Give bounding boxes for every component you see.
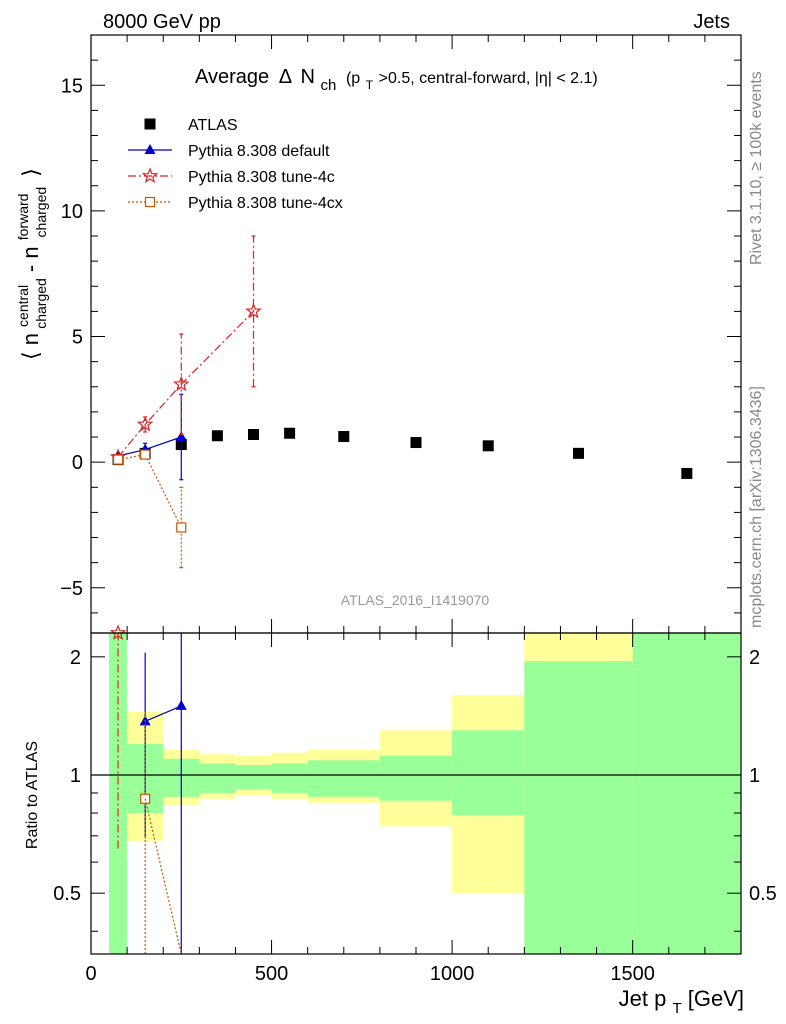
ratio-band-inner-5 xyxy=(271,763,308,793)
header-left: 8000 GeV pp xyxy=(103,11,221,33)
ylabel-forward: forward xyxy=(15,194,31,241)
legend-label-3: Pythia 8.308 tune-4cx xyxy=(188,195,343,212)
ratio-band-inner-10 xyxy=(632,633,741,954)
main-ytick-label-1: 0 xyxy=(72,452,83,474)
legend: ATLAS Pythia 8.308 default Pythia 8.308 tu… xyxy=(128,117,343,212)
mcplots-label: mcplots.cern.ch [arXiv:1306.3436] xyxy=(748,386,765,628)
x-tick-label-2: 1000 xyxy=(430,963,475,985)
x-tick-label-0: 0 xyxy=(85,963,96,985)
ylabel-charged1: charged xyxy=(33,278,49,329)
title-n: N xyxy=(301,66,315,88)
ratio-ytick-label-right-1: 1 xyxy=(749,765,760,787)
x-tick-label-1: 500 xyxy=(255,963,288,985)
series-1-point-2 xyxy=(175,431,187,442)
series-3-point-2 xyxy=(176,522,187,533)
legend-marker-3 xyxy=(144,196,156,208)
ratio-band-inner-6 xyxy=(307,760,380,797)
title-lead: Average xyxy=(195,66,269,88)
ylabel-dash: - n xyxy=(18,246,43,272)
ylabel-close: ⟩ xyxy=(18,168,43,177)
title-rest: >0.5, central-forward, |η| < 2.1) xyxy=(379,70,598,87)
legend-marker-1 xyxy=(144,144,156,154)
xlabel-t: T xyxy=(672,1000,681,1017)
rivet-label: Rivet 3.1.10, ≥ 100k events xyxy=(748,71,765,265)
xlabel-a: Jet p xyxy=(619,986,667,1011)
legend-marker-2 xyxy=(141,167,159,184)
ratio-ytick-label-left-2: 2 xyxy=(70,647,81,669)
series-0-point-5 xyxy=(284,427,296,439)
series-0-point-3 xyxy=(211,430,223,442)
main-ylabel: ⟨ n central charged - n forward charged … xyxy=(8,168,51,360)
series-0-point-9 xyxy=(573,447,584,459)
axes: −5 0 5 10 15 0 500 1000 1500 0.5 0.5 1 1 2 2 xyxy=(53,34,777,985)
series-0-point-8 xyxy=(482,440,494,452)
watermark: ATLAS_2016_I1419070 xyxy=(341,592,490,608)
chart-title: Average Δ N ch (p T >0.5, central-forwar… xyxy=(195,66,598,95)
series-2-point-3 xyxy=(245,302,262,319)
ratio-ytick-label-left-0: 0.5 xyxy=(53,883,81,905)
ratio-0-point-1 xyxy=(175,699,187,710)
series-2-point-2 xyxy=(173,375,190,392)
ratio-band-inner-9 xyxy=(524,661,633,954)
title-ch: ch xyxy=(321,77,337,94)
ratio-ytick-label-right-0: 0.5 xyxy=(749,883,777,905)
ylabel-central: central xyxy=(15,285,31,327)
series-3-point-1 xyxy=(140,449,151,460)
header-right: Jets xyxy=(693,11,730,33)
legend-label-1: Pythia 8.308 default xyxy=(188,143,330,160)
ratio-band-inner-3 xyxy=(199,763,236,793)
main-ytick-label-2: 5 xyxy=(72,327,83,349)
series-0-point-7 xyxy=(410,437,422,449)
ratio-panel xyxy=(91,633,741,954)
ylabel-open: ⟨ n xyxy=(18,333,43,360)
title-t: T xyxy=(366,78,374,92)
legend-label-2: Pythia 8.308 tune-4c xyxy=(188,169,335,186)
x-tick-label-3: 1500 xyxy=(610,963,655,985)
ratio-ytick-label-left-1: 1 xyxy=(70,765,81,787)
series-line-2 xyxy=(117,310,254,458)
ylabel-charged2: charged xyxy=(33,187,49,238)
ratio-band-inner-4 xyxy=(235,765,272,790)
series-2-point-1 xyxy=(136,415,154,432)
x-axis-label: Jet p T [GeV] xyxy=(619,986,744,1018)
ratio-ylabel: Ratio to ATLAS xyxy=(24,741,41,849)
ratio-data xyxy=(109,624,187,955)
title-delta: Δ xyxy=(279,66,292,88)
main-ytick-label-0: −5 xyxy=(60,578,83,600)
legend-marker-0 xyxy=(144,118,156,130)
main-data xyxy=(109,235,693,569)
main-ytick-label-4: 15 xyxy=(61,75,83,97)
series-0-point-4 xyxy=(248,429,259,441)
ratio-1-point-0 xyxy=(109,624,127,641)
ratio-band-inner-7 xyxy=(379,755,453,801)
main-ytick-label-3: 10 xyxy=(61,201,83,223)
series-0-point-10 xyxy=(681,467,693,479)
ratio-band-inner-8 xyxy=(452,730,525,816)
series-3-point-0 xyxy=(112,454,124,465)
title-paren: (p xyxy=(346,70,360,87)
ratio-ytick-label-right-2: 2 xyxy=(749,647,760,669)
xlabel-b: [GeV] xyxy=(688,986,744,1011)
series-line-3 xyxy=(117,453,182,528)
series-0-point-6 xyxy=(338,431,350,443)
ratio-line-0 xyxy=(144,705,182,722)
legend-label-0: ATLAS xyxy=(188,117,238,134)
ratio-2-offscale-line xyxy=(144,798,182,955)
